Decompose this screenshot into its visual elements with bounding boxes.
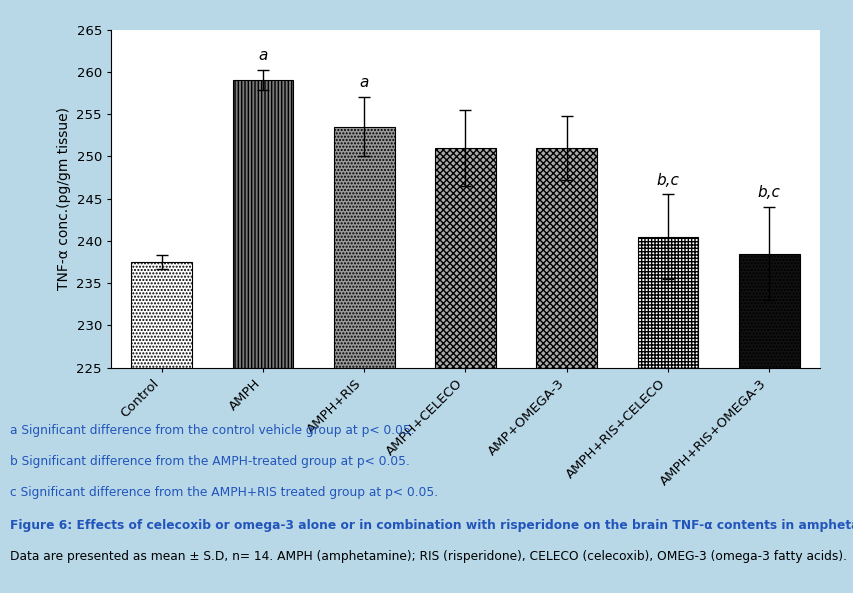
Bar <box>131 262 192 368</box>
Text: Figure 6: Effects of celecoxib or omega-3 alone or in combination with risperido: Figure 6: Effects of celecoxib or omega-… <box>10 519 853 533</box>
Text: b,c: b,c <box>656 173 679 187</box>
Text: b,c: b,c <box>757 186 780 200</box>
Text: b Significant difference from the AMPH-treated group at p< 0.05.: b Significant difference from the AMPH-t… <box>10 455 409 468</box>
Bar <box>536 148 596 368</box>
Bar <box>334 127 394 368</box>
Y-axis label: TNF-α conc.(pg/gm tissue): TNF-α conc.(pg/gm tissue) <box>57 107 71 290</box>
Text: Data are presented as mean ± S.D, n= 14. AMPH (amphetamine); RIS (risperidone), : Data are presented as mean ± S.D, n= 14.… <box>10 550 846 563</box>
Bar <box>637 237 698 368</box>
Text: a: a <box>359 75 368 91</box>
Bar <box>738 254 798 368</box>
Bar <box>434 148 496 368</box>
Text: c Significant difference from the AMPH+RIS treated group at p< 0.05.: c Significant difference from the AMPH+R… <box>10 486 438 499</box>
Bar <box>232 80 293 368</box>
Text: a: a <box>258 49 267 63</box>
Text: a Significant difference from the control vehicle group at p< 0.05.: a Significant difference from the contro… <box>10 424 415 437</box>
